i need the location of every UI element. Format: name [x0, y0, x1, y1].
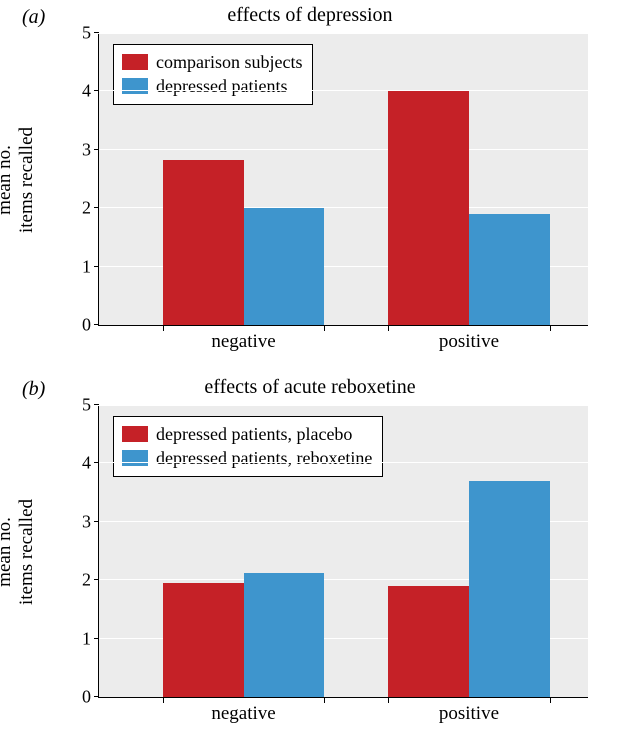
legend-item: depressed patients, reboxetine: [122, 446, 372, 470]
ytick-label: 2: [82, 198, 99, 219]
ytick-mark: [94, 579, 99, 580]
ytick-label: 1: [82, 256, 99, 277]
bar: [388, 586, 469, 697]
bar: [244, 573, 325, 697]
panel-b-plot: depressed patients, placebodepressed pat…: [98, 406, 588, 698]
xtick-mark: [324, 325, 325, 331]
panel-a-legend: comparison subjectsdepressed patients: [113, 44, 313, 105]
bar: [469, 214, 550, 325]
ytick-label: 0: [82, 315, 99, 336]
panel-b-ylabel: mean no. items recalled: [0, 406, 38, 698]
xtick-mark: [163, 697, 164, 703]
legend-swatch: [122, 54, 148, 70]
ytick-label: 4: [82, 81, 99, 102]
legend-swatch: [122, 426, 148, 442]
gridline: [99, 90, 588, 91]
bar: [469, 481, 550, 697]
ytick-mark: [94, 32, 99, 33]
ytick-label: 3: [82, 511, 99, 532]
ytick-label: 2: [82, 570, 99, 591]
xtick-mark: [388, 325, 389, 331]
legend-item: depressed patients: [122, 74, 302, 98]
panel-a-ylabel: mean no. items recalled: [0, 34, 38, 326]
category-label: positive: [439, 325, 499, 353]
ytick-mark: [94, 521, 99, 522]
gridline: [99, 404, 588, 405]
legend-label: depressed patients: [156, 74, 287, 98]
ytick-mark: [94, 696, 99, 697]
figure: (a) effects of depression comparison sub…: [0, 0, 620, 738]
legend-swatch: [122, 78, 148, 94]
category-label: positive: [439, 697, 499, 725]
ytick-label: 3: [82, 139, 99, 160]
ytick-mark: [94, 638, 99, 639]
legend-label: depressed patients, placebo: [156, 422, 352, 446]
bar: [388, 91, 469, 325]
ytick-mark: [94, 90, 99, 91]
xtick-mark: [550, 325, 551, 331]
xtick-mark: [550, 697, 551, 703]
category-label: negative: [211, 697, 275, 725]
legend-label: comparison subjects: [156, 50, 302, 74]
gridline: [99, 149, 588, 150]
bar: [163, 160, 244, 325]
ytick-mark: [94, 266, 99, 267]
ytick-label: 5: [82, 23, 99, 44]
ytick-label: 4: [82, 453, 99, 474]
ytick-label: 1: [82, 628, 99, 649]
panel-a: (a) effects of depression comparison sub…: [0, 0, 620, 360]
legend-item: depressed patients, placebo: [122, 422, 372, 446]
gridline: [99, 32, 588, 33]
ytick-mark: [94, 404, 99, 405]
xtick-mark: [163, 325, 164, 331]
panel-b: (b) effects of acute reboxetine depresse…: [0, 372, 620, 732]
bar: [163, 583, 244, 697]
ytick-label: 5: [82, 395, 99, 416]
panel-b-legend: depressed patients, placebodepressed pat…: [113, 416, 383, 477]
ytick-label: 0: [82, 687, 99, 708]
gridline: [99, 462, 588, 463]
ytick-mark: [94, 207, 99, 208]
category-label: negative: [211, 325, 275, 353]
ytick-mark: [94, 324, 99, 325]
panel-a-plot: comparison subjectsdepressed patients 01…: [98, 34, 588, 326]
ytick-mark: [94, 462, 99, 463]
xtick-mark: [388, 697, 389, 703]
legend-label: depressed patients, reboxetine: [156, 446, 372, 470]
ytick-mark: [94, 149, 99, 150]
bar: [244, 208, 325, 325]
legend-item: comparison subjects: [122, 50, 302, 74]
legend-swatch: [122, 450, 148, 466]
xtick-mark: [324, 697, 325, 703]
